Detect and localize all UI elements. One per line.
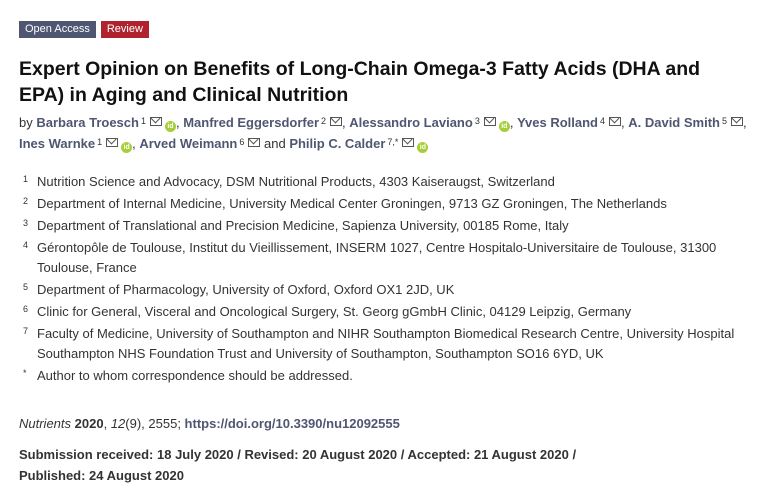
affiliation-item: 4 Gérontopôle de Toulouse, Institut du Vi… [19,238,749,278]
mail-icon[interactable] [609,117,621,126]
author-affiliation-number: 7,* [387,137,399,147]
author-name[interactable]: Yves Rolland [517,115,598,130]
byline-by: by [19,115,37,130]
author-affiliation-number: 1 [97,137,103,147]
citation-issue: (9) [125,416,142,431]
affiliation-text: Clinic for General, Visceral and Oncolog… [37,304,632,319]
affiliation-item: 5 Department of Pharmacology, University … [19,280,749,300]
affiliation-text: Department of Internal Medicine, Univers… [37,196,667,211]
affiliation-number: 4 [23,240,29,250]
author-list: by Barbara Troesch 1id, Manfred Eggersdor… [19,115,747,153]
author-name[interactable]: Barbara Troesch [36,115,139,130]
author-name[interactable]: Philip C. Calder [289,136,386,151]
affiliation-number: 3 [23,218,29,228]
journal-name: Nutrients [19,416,72,431]
review-badge[interactable]: Review [100,21,149,38]
orcid-icon[interactable]: id [164,121,176,132]
affiliation-number: 2 [23,196,29,206]
affiliation-number: 1 [23,174,29,184]
affiliation-item: 6 Clinic for General, Visceral and Oncolo… [19,302,749,322]
author-name[interactable]: Alessandro Laviano [349,115,473,130]
mail-icon[interactable] [330,117,343,126]
affiliation-item: 1 Nutrition Science and Advocacy, DSM Nut… [19,172,749,192]
author-affiliation-number: 6 [239,137,245,147]
affiliation-text: Gérontopôle de Toulouse, Institut du Vie… [37,240,717,275]
citation-article: , 2555; [141,416,185,431]
mail-icon[interactable] [483,117,496,126]
orcid-icon[interactable]: id [121,142,133,153]
affiliation-number: 6 [23,304,29,314]
citation-year: 2020 [74,416,104,431]
affiliation-item: 3 Department of Translational and Precisi… [19,216,749,236]
open-access-badge[interactable]: Open Access [19,21,96,38]
article-title: Expert Opinion on Benefits of Long-Chain… [19,58,701,106]
mail-icon[interactable] [106,138,119,147]
affiliation-text: Nutrition Science and Advocacy, DSM Nutr… [37,174,555,189]
citation: Nutrients 2020, 12(9), 2555; https://doi… [19,416,400,431]
affiliation-number: * [23,368,27,378]
orcid-icon[interactable]: id [417,142,429,153]
author-name[interactable]: Manfred Eggersdorfer [183,115,320,130]
affiliation-text: Author to whom correspondence should be … [37,368,353,383]
affiliation-text: Department of Translational and Precisio… [37,218,569,233]
author-affiliation-number: 1 [140,116,146,126]
affiliation-text: Faculty of Medicine, University of South… [37,326,735,361]
citation-volume: 12 [110,416,126,431]
mail-icon[interactable] [731,117,743,126]
mail-icon[interactable] [402,138,415,147]
byline-and: and [260,136,290,151]
orcid-icon[interactable]: id [498,121,510,132]
affiliation-item: 7 Faculty of Medicine, University of Sout… [19,324,749,364]
article-badges: Open Access Review [19,21,149,38]
mail-icon[interactable] [248,138,261,147]
doi-link[interactable]: https://doi.org/10.3390/nu12092555 [184,416,400,431]
author-affiliation-number: 4 [599,116,605,126]
author-affiliation-number: 2 [321,116,327,126]
author-name[interactable]: Arved Weimann [139,136,238,151]
author-affiliation-number: 3 [474,116,480,126]
affiliation-item: 2 Department of Internal Medicine, Univer… [19,194,749,214]
mail-icon[interactable] [149,117,162,126]
affiliation-list: 1 Nutrition Science and Advocacy, DSM Nut… [19,172,749,388]
affiliation-item: * Author to whom correspondence should be… [19,366,749,386]
author-affiliation-number: 5 [721,116,727,126]
publication-dates: Submission received: 18 July 2020 / Revi… [19,447,577,483]
author-name[interactable]: A. David Smith [628,115,720,130]
affiliation-number: 7 [23,326,29,336]
affiliation-text: Department of Pharmacology, University o… [37,282,455,297]
affiliation-number: 5 [23,282,29,292]
author-name[interactable]: Ines Warnke [19,136,96,151]
